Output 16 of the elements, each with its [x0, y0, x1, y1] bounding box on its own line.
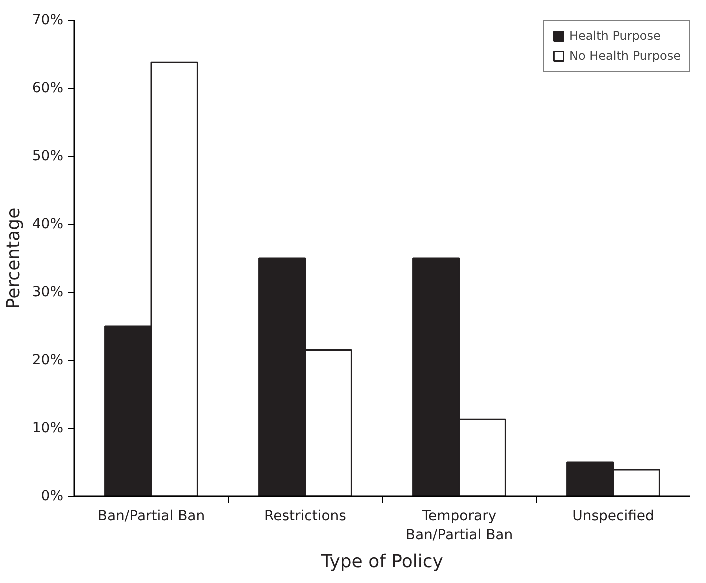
legend-label: Health Purpose: [569, 29, 661, 43]
x-tick-label: Unspecified: [572, 508, 654, 524]
y-axis-title: Percentage: [3, 208, 24, 310]
legend-label: No Health Purpose: [569, 49, 681, 63]
x-tick-label: Temporary Ban/Partial Ban: [406, 508, 514, 544]
y-tick-label: 10%: [32, 420, 64, 436]
x-axis-title: Type of Policy: [320, 552, 444, 573]
y-tick-label: 40%: [32, 216, 64, 232]
y-tick-label: 60%: [32, 80, 64, 96]
x-tick-label: Ban/Partial Ban: [98, 508, 206, 524]
y-tick-label: 20%: [32, 352, 64, 368]
y-tick-label: 70%: [32, 12, 64, 28]
y-tick-label: 30%: [32, 284, 64, 300]
y-tick-label: 50%: [32, 148, 64, 164]
x-tick-label: Restrictions: [264, 508, 346, 524]
y-tick-label: 0%: [41, 488, 64, 504]
